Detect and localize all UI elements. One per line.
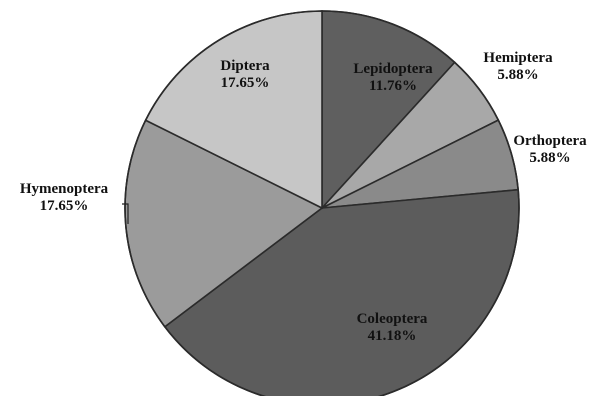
slice-category-name: Hemiptera (483, 50, 553, 66)
slice-percentage: 11.76% (369, 78, 417, 94)
slice-label-lepidoptera: Lepidoptera 11.76% (353, 61, 433, 94)
slice-category-name: Orthoptera (513, 133, 587, 149)
leader-lines (122, 203, 129, 224)
pie-slices (124, 10, 520, 396)
slice-labels: Lepidoptera 11.76%Hemiptera 5.88%Orthopter… (20, 50, 587, 344)
slice-category-name: Coleoptera (357, 311, 428, 327)
leader-line-hymenoptera (122, 203, 129, 224)
slice-percentage: 5.88% (529, 150, 570, 166)
slice-label-hymenoptera: Hymenoptera 17.65% (20, 181, 109, 214)
slice-label-hemiptera: Hemiptera 5.88% (483, 50, 553, 83)
slice-category-name: Lepidoptera (353, 61, 433, 77)
slice-percentage: 17.65% (221, 75, 270, 91)
slice-percentage: 41.18% (368, 328, 417, 344)
slice-percentage: 5.88% (497, 67, 538, 83)
pie-outline (124, 10, 520, 396)
slice-category-name: Diptera (220, 58, 270, 74)
slice-label-coleoptera: Coleoptera 41.18% (357, 311, 428, 344)
slice-label-orthoptera: Orthoptera 5.88% (513, 133, 587, 166)
slice-label-diptera: Diptera 17.65% (220, 58, 270, 91)
slice-category-name: Hymenoptera (20, 181, 109, 197)
slice-percentage: 17.65% (40, 198, 89, 214)
